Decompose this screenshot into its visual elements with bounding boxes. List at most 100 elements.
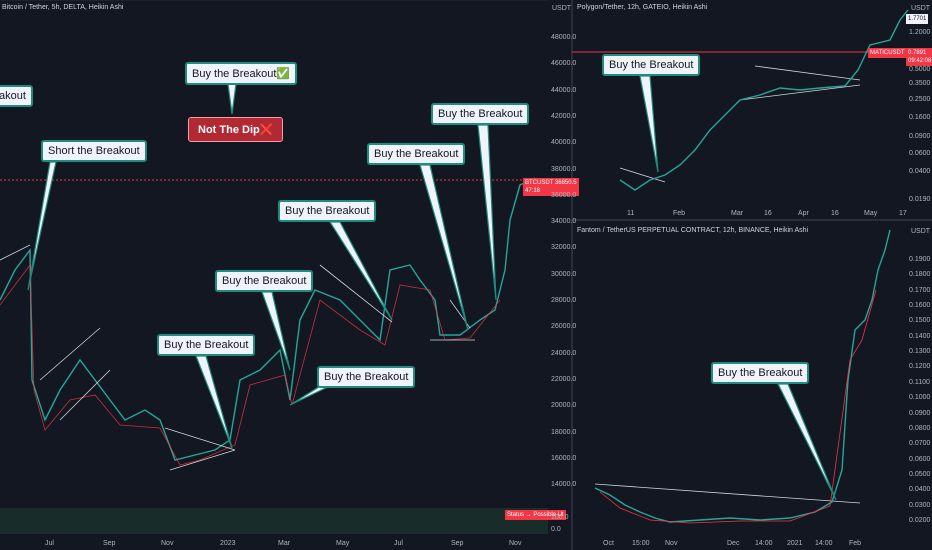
- price-label: 44000.0: [551, 86, 577, 94]
- price-label: 100.0: [551, 514, 569, 521]
- time-label: Nov: [665, 540, 678, 547]
- ftm-price-down: [599, 289, 877, 524]
- callout: Buy the Breakout: [367, 143, 466, 165]
- price-label: 0.2500: [909, 96, 931, 103]
- currency: USDT: [552, 5, 572, 12]
- panel-title: Bitcoin / Tether, 5h, DELTA, Heikin Ashi: [2, 4, 124, 11]
- price-label: 24000.0: [551, 349, 577, 357]
- price-label: 0.1500: [909, 317, 931, 325]
- time-label: Nov: [509, 540, 522, 547]
- time-label: 16: [831, 210, 839, 217]
- price-tag: MATICUSDT: [868, 48, 907, 58]
- callout: Short the Breakout: [41, 140, 147, 162]
- timer: 47:18: [525, 188, 541, 194]
- callout: Buy the Breakout: [602, 54, 701, 76]
- price-label: 40000.0: [551, 139, 577, 147]
- price-label: 16000.0: [551, 454, 577, 462]
- top-tag: 1.7701: [906, 14, 929, 24]
- btc-price: [0, 177, 536, 461]
- price-label: 0.0600: [909, 150, 931, 157]
- time-label: 14:00: [815, 540, 833, 547]
- time-label: Apr: [798, 210, 809, 217]
- time-label: Mar: [278, 540, 291, 547]
- currency: USDT: [911, 228, 931, 235]
- price-label: 32000.0: [551, 244, 577, 252]
- callout: akout: [0, 85, 33, 107]
- panel-title: Polygon/Tether, 12h, GATEIO, Heikin Ashi: [577, 4, 708, 11]
- price-label: 0.1600: [909, 302, 931, 310]
- time-label: Oct: [603, 540, 614, 547]
- time-label: Feb: [673, 210, 686, 217]
- time-label: Jul: [45, 540, 54, 547]
- callout: Buy the Breakout: [711, 362, 810, 384]
- price-label: 0.1600: [909, 114, 931, 121]
- time-label: 17: [899, 210, 907, 217]
- price-label: 0.0700: [909, 440, 931, 448]
- callout: Buy the Breakout: [278, 200, 377, 222]
- price-label: 46000.0: [551, 60, 577, 68]
- price-label: 0.0900: [909, 409, 931, 417]
- price-label: 0.0400: [909, 168, 931, 175]
- price-label: 14000.0: [551, 481, 577, 489]
- panel-title: Fantom / TetherUS PERPETUAL CONTRACT, 12…: [577, 227, 809, 234]
- price-label: 42000.0: [551, 112, 577, 120]
- price-tag: 0.7891 09:42:08: [906, 48, 932, 66]
- price-label: 0.1100: [909, 378, 930, 386]
- time-label: May: [336, 540, 350, 547]
- price-tag: BTCUSDT 36850.5 47:18: [523, 178, 579, 196]
- price-label: 0.0200: [909, 516, 931, 524]
- price-label: 0.1800: [909, 271, 931, 279]
- callout: Buy the Breakout✅: [185, 62, 298, 85]
- price-label: 0.1700: [909, 286, 931, 294]
- time-label: 16: [764, 210, 772, 217]
- price: 36850.5: [554, 180, 577, 186]
- currency: USDT: [911, 5, 931, 12]
- time-label: 2023: [220, 540, 236, 547]
- time-label: 2021: [787, 540, 803, 547]
- matic-price: [619, 9, 909, 191]
- price-scale: [548, 0, 572, 550]
- callout: Buy the Breakout: [317, 366, 416, 388]
- price-label: 0.5000: [909, 66, 931, 73]
- price-label: 0.1000: [909, 394, 931, 402]
- price-label: 34000.0: [551, 218, 577, 226]
- price-label: 26000.0: [551, 323, 577, 331]
- time-label: Sep: [103, 540, 116, 547]
- price-label: 1.2000: [909, 29, 931, 36]
- price-label: 38000.0: [551, 165, 577, 173]
- time-label: Jul: [394, 540, 403, 547]
- time-label: 15:00: [632, 540, 650, 547]
- btc-price-down: [0, 263, 501, 466]
- price-label: 20000.0: [551, 402, 577, 410]
- ftm-price: [594, 229, 891, 523]
- callout: Buy the Breakout: [431, 103, 530, 125]
- price-label: 0.0190: [909, 196, 931, 203]
- timer: 09:42:08: [908, 58, 932, 64]
- price-label: 18000.0: [551, 428, 577, 436]
- callout: Buy the Breakout: [215, 270, 314, 292]
- symbol: BTCUSDT: [525, 180, 554, 186]
- callout-pointers: [27, 75, 837, 501]
- time-label: Feb: [849, 540, 862, 547]
- price-label: 0.1400: [909, 332, 931, 340]
- price-label: 0.0800: [909, 424, 931, 432]
- time-label: Sep: [451, 540, 464, 547]
- time-label: May: [864, 210, 878, 217]
- callout: Not The Dip❌: [188, 117, 284, 142]
- price-label: 0.0900: [909, 133, 931, 140]
- price-label: 0.0300: [909, 501, 931, 509]
- price-label: 0.1900: [909, 256, 931, 263]
- time-label: 11: [627, 210, 635, 217]
- time-label: Dec: [727, 540, 740, 547]
- price-label: 0.3500: [909, 80, 931, 87]
- price-label: 36000.0: [551, 191, 577, 199]
- price-label: 48000.0: [551, 34, 577, 41]
- price-label: 0.1300: [909, 348, 931, 356]
- price-label: 28000.0: [551, 297, 577, 304]
- price-label: 0.0: [551, 526, 561, 533]
- price-label: 0.0500: [909, 470, 931, 478]
- time-label: 14:00: [755, 540, 773, 547]
- price: 0.7891: [908, 50, 927, 56]
